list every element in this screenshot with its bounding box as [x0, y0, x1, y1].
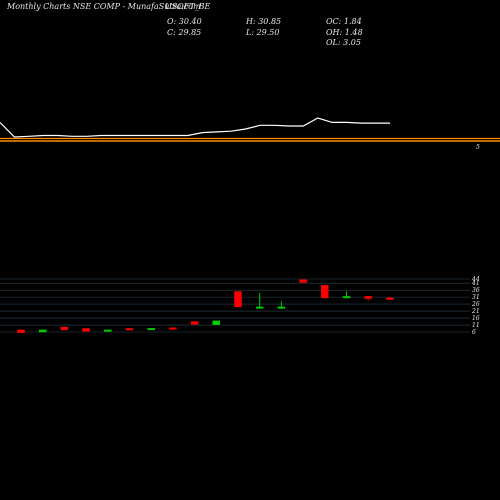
candle-body — [342, 296, 351, 299]
level-label: 5 — [476, 144, 480, 151]
candle-body — [212, 320, 221, 325]
candle-body — [190, 321, 199, 325]
candle-body — [234, 291, 242, 308]
candle-body — [125, 328, 134, 331]
candle-body — [299, 279, 307, 283]
candle-body — [364, 296, 372, 299]
candle-body — [255, 306, 264, 309]
candle-body — [82, 328, 90, 332]
candle-body — [321, 285, 329, 299]
candle-body — [38, 329, 47, 333]
candle-body — [169, 327, 177, 330]
ohlc-ol: OL: 3.05 — [326, 38, 361, 47]
ohlc-oc: OC: 1.84 — [326, 17, 362, 26]
price-line-panel: 5 — [0, 117, 500, 151]
candle-body — [17, 329, 25, 333]
chart-source-title: Monthly Charts NSE COMP - MunafaSutra.co… — [6, 2, 201, 11]
ohlc-low: L: 29.50 — [245, 28, 279, 37]
y-tick-label: 44 — [471, 276, 480, 283]
chart-symbol: USOFT_BE — [165, 2, 211, 11]
candle-body — [147, 328, 155, 331]
candle-body — [277, 306, 286, 309]
candle-body — [386, 297, 394, 300]
ohlc-oh: OH: 1.48 — [326, 28, 363, 37]
y-tick-label: 11 — [472, 322, 480, 329]
price-line — [0, 117, 390, 138]
y-tick-label: 41 — [471, 280, 480, 287]
y-tick-label: 36 — [472, 287, 480, 294]
y-tick-label: 26 — [471, 301, 480, 308]
candle-body — [60, 326, 69, 331]
y-tick-label: 6 — [472, 329, 476, 336]
ohlc-open: O: 30.40 — [167, 17, 202, 26]
ohlc-high: H: 30.85 — [245, 17, 281, 26]
candle-body — [104, 329, 112, 332]
ohlc-close: C: 29.85 — [167, 28, 201, 37]
y-tick-label: 16 — [472, 315, 480, 322]
y-tick-label: 31 — [472, 294, 480, 301]
y-tick-label: 21 — [471, 308, 480, 315]
